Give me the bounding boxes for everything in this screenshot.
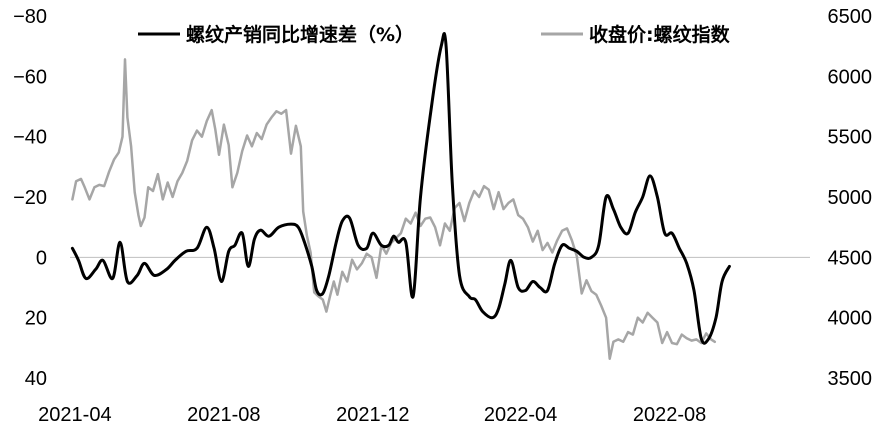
left-axis-tick-label: −40 [13,127,47,149]
legend-item-production-sales-gap: 螺纹产销同比增速差（%） [186,23,414,46]
left-axis-tick-label: −20 [13,187,47,209]
x-axis-tick-label: 2021-04 [38,404,111,426]
left-axis-tick-label: 20 [25,308,47,330]
x-axis-tick-label: 2021-12 [336,404,409,426]
right-axis-tick-label: 6000 [828,66,873,88]
right-axis-tick-label: 6500 [828,6,873,28]
series-line-production-sales-gap [70,32,731,345]
right-axis-tick-label: 4500 [828,247,873,269]
x-axis-tick-label: 2021-08 [187,404,260,426]
legend-item-rebar-index-close: 收盘价:螺纹指数 [589,23,731,46]
left-axis-tick-label: −60 [13,66,47,88]
right-axis-tick-label: 5500 [828,127,873,149]
right-axis-tick-label: 5000 [828,187,873,209]
left-axis-tick-label: 0 [36,247,47,269]
left-axis-tick-label: −80 [13,6,47,28]
x-axis-tick-label: 2022-08 [633,404,706,426]
series-line-rebar-index-close [71,58,717,360]
left-axis-tick-label: 40 [25,368,47,390]
right-axis-tick-label: 3500 [828,368,873,390]
right-axis-tick-label: 4000 [828,308,873,330]
x-axis-tick-label: 2022-04 [484,404,557,426]
legend: 螺纹产销同比增速差（%） 收盘价:螺纹指数 [138,23,731,46]
